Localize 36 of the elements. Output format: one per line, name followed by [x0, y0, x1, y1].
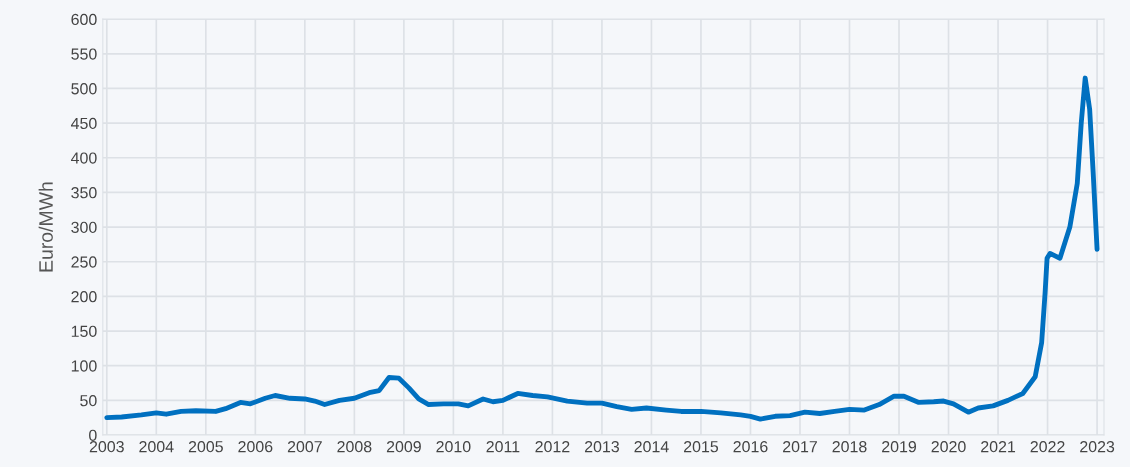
y-tick-label: 500 [71, 83, 97, 95]
x-tick-label: 2006 [238, 440, 273, 453]
x-tick-label: 2022 [1030, 440, 1065, 453]
y-tick-label: 0 [89, 429, 97, 441]
x-tick-label: 2021 [981, 440, 1016, 453]
y-tick-label: 150 [71, 325, 97, 337]
x-tick-label: 2010 [436, 440, 471, 453]
x-tick-label: 2005 [188, 440, 223, 453]
y-tick-label: 400 [71, 152, 97, 164]
y-tick-label: 350 [71, 187, 97, 199]
x-tick-label: 2016 [733, 440, 768, 453]
x-tick-label: 2015 [684, 440, 719, 453]
x-tick-label: 2017 [783, 440, 817, 453]
x-tick-label: 2007 [287, 440, 322, 453]
x-tick-label: 2020 [931, 440, 966, 453]
y-tick-label: 600 [71, 13, 97, 26]
y-axis-title: Euro/MWh [38, 182, 53, 272]
y-tick-label: 200 [71, 291, 97, 303]
x-tick-label: 2011 [486, 440, 520, 453]
y-tick-label: 250 [71, 256, 97, 268]
x-tick-label: 2023 [1080, 440, 1115, 453]
x-tick-label: 2003 [89, 440, 124, 453]
y-tick-label: 300 [71, 221, 97, 234]
x-tick-label: 2018 [832, 440, 867, 453]
x-tick-label: 2009 [386, 440, 421, 453]
x-tick-label: 2012 [535, 440, 570, 453]
y-tick-label: 50 [80, 394, 97, 407]
line-series [104, 75, 1100, 422]
y-tick-label: 100 [71, 360, 97, 372]
x-tick-label: 2013 [584, 440, 619, 453]
x-tick-label: 2014 [634, 440, 669, 453]
x-tick-label: 2004 [139, 440, 174, 453]
x-tick-label: 2019 [882, 440, 917, 453]
y-tick-label: 550 [71, 48, 97, 60]
x-tick-label: 2008 [337, 440, 372, 453]
y-tick-label: 450 [71, 117, 97, 130]
